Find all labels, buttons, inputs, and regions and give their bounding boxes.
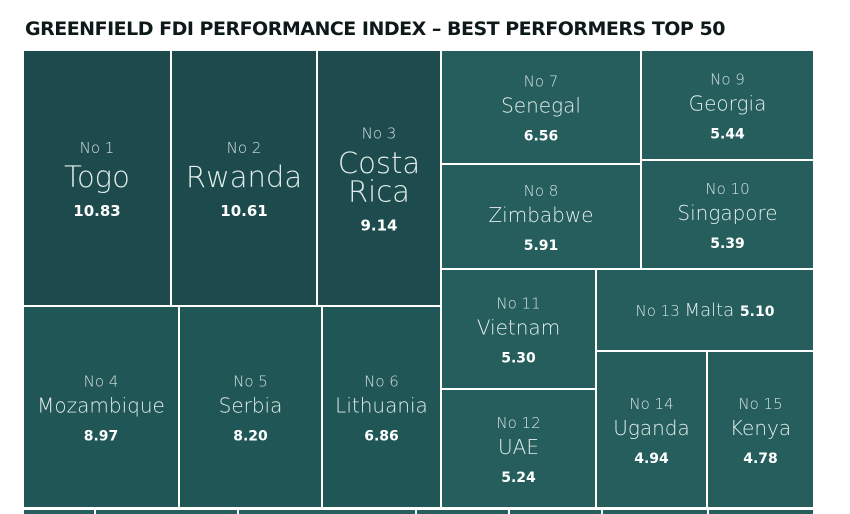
rank-label: No 4 [84,373,119,391]
country-label: Mozambique [37,393,165,417]
tile-rect [440,163,642,270]
rank-label: No 13 [636,302,685,320]
tile-serbia: No 5 Serbia 8.20 [178,305,323,509]
cutoff-tile [707,508,815,514]
country-label: Lithuania [335,393,428,417]
cutoff-tile [601,508,709,514]
rank-label: No 12 [496,414,540,432]
rank-label: No 8 [524,182,559,200]
chart-title: GREENFIELD FDI PERFORMANCE INDEX – BEST … [25,18,725,40]
value-label: 8.20 [233,428,268,444]
tile-rect [440,49,642,165]
tile-rect [640,159,815,270]
country-label: Vietnam [477,315,560,339]
country-label: Rica [348,174,410,208]
country-label: Togo [64,160,130,194]
value-label: 4.94 [634,451,669,467]
value-label: 5.30 [501,350,536,366]
tile-mozambique: No 4 Mozambique 8.97 [22,305,180,509]
country-label: Rwanda [186,160,302,194]
tile-malta: No 13 Malta 5.10 [595,268,815,352]
rank-label: No 15 [738,395,782,413]
country-label: Uganda [613,416,690,440]
value-label: 8.97 [84,428,119,444]
country-label: Senegal [501,93,581,117]
cutoff-tile [508,508,603,514]
tile-uganda: No 14 Uganda 4.94 [595,350,708,509]
country-label: UAE [498,435,539,459]
rank-label: No 5 [233,373,268,391]
country-label: Kenya [730,416,791,440]
value-label: 5.44 [710,126,745,142]
tile-lithuania: No 6 Lithuania 6.86 [321,305,442,509]
value-label: 5.24 [501,470,536,486]
country-label: Serbia [219,393,283,417]
rank-label: No 14 [629,395,673,413]
cutoff-tile [237,508,417,514]
tile-rect [440,388,597,509]
tile-rect [595,268,815,352]
tile-rect [595,350,708,509]
tile-togo: No 1 Togo 10.83 [22,49,172,307]
rank-label: No 3 [362,125,397,143]
tile-kenya: No 15 Kenya 4.78 [706,350,815,509]
tile-uae: No 12 UAE 5.24 [440,388,597,509]
value-label: 10.61 [220,202,267,220]
rank-label: No 6 [364,373,399,391]
country-label: Georgia [689,91,767,115]
value-label: 9.14 [360,216,397,234]
tile-singapore: No 10 Singapore 5.39 [640,159,815,270]
cutoff-tile [415,508,510,514]
country-label: Costa [338,146,420,180]
rank-label: No 11 [496,295,540,313]
country-label: Zimbabwe [488,203,593,227]
rank-label: No 10 [705,180,749,198]
country-label: Singapore [677,201,777,225]
tile-rect [440,268,597,390]
tile-rwanda: No 2 Rwanda 10.61 [170,49,318,307]
value-label: 10.83 [73,202,120,220]
value-label: 4.78 [743,451,778,467]
country-label: Malta [685,300,740,321]
tile-vietnam: No 11 Vietnam 5.30 [440,268,597,390]
tile-georgia: No 9 Georgia 5.44 [640,49,815,161]
value-label: 6.56 [524,128,559,144]
tile-zimbabwe: No 8 Zimbabwe 5.91 [440,163,642,270]
tile-rect [706,350,815,509]
tile-label-inline: No 13 Malta 5.10 [636,300,775,321]
value-label: 5.91 [524,238,559,254]
value-label: 5.10 [740,304,775,320]
tile-rect [640,49,815,161]
tile-senegal: No 7 Senegal 6.56 [440,49,642,165]
rank-label: No 2 [227,139,262,157]
cutoff-tile [22,508,96,514]
rank-label: No 7 [524,73,559,91]
rank-label: No 9 [710,71,745,89]
rank-label: No 1 [80,139,115,157]
cutoff-strip [22,508,815,514]
cutoff-tile [94,508,239,514]
value-label: 6.86 [364,428,399,444]
value-label: 5.39 [710,236,745,252]
